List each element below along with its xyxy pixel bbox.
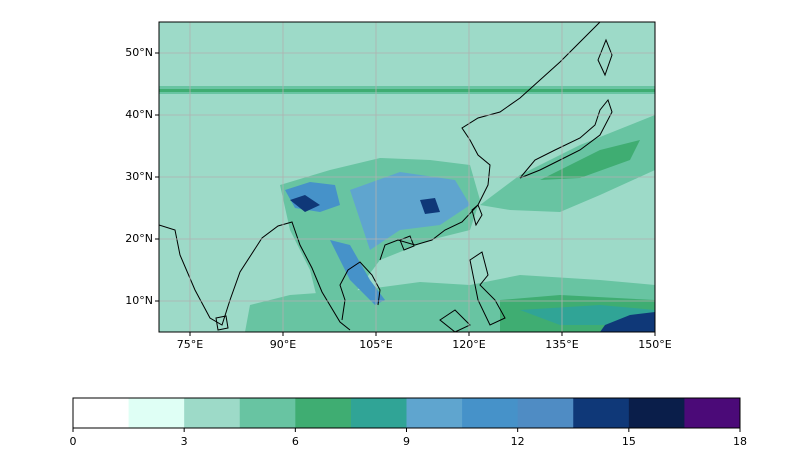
colorbar-swatch (462, 398, 519, 428)
colorbar-tick-label: 0 (70, 435, 77, 448)
colorbar-swatch (517, 398, 574, 428)
x-tick-label: 135°E (545, 338, 578, 351)
y-tick-label: 20°N (125, 232, 153, 245)
contour-region (290, 195, 320, 212)
grid (159, 22, 656, 332)
colorbar-tick-label: 15 (622, 435, 636, 448)
coastline (159, 22, 613, 332)
colorbar-tick-label: 12 (511, 435, 525, 448)
contour-band (159, 89, 655, 92)
colorbar-swatch (295, 398, 352, 428)
colorbar-swatch (239, 398, 296, 428)
contour-region (540, 140, 640, 180)
colorbar-tick-label: 3 (181, 435, 188, 448)
map (159, 22, 655, 332)
y-tick-label: 40°N (125, 108, 153, 121)
colorbar-tick-label: 6 (292, 435, 299, 448)
x-tick-label: 105°E (359, 338, 392, 351)
colorbar-tick-label: 18 (733, 435, 747, 448)
contour-region (480, 115, 655, 212)
contour-region (600, 312, 655, 332)
colorbar-tick-label: 9 (403, 435, 410, 448)
contour-region (420, 198, 440, 214)
y-tick-label: 30°N (125, 170, 153, 183)
colorbar-swatch (73, 398, 130, 428)
x-tick-label: 90°E (270, 338, 296, 351)
x-tick-label: 120°E (452, 338, 485, 351)
contour-region (330, 240, 385, 305)
colorbar-swatch (128, 398, 185, 428)
colorbar-swatch (573, 398, 630, 428)
colorbar-swatch (350, 398, 407, 428)
y-tick-label: 50°N (125, 46, 153, 59)
y-tick-label: 10°N (125, 294, 153, 307)
colorbar-swatch (684, 398, 741, 428)
colorbar-swatch (184, 398, 241, 428)
x-tick-label: 150°E (638, 338, 671, 351)
colorbar-swatch (628, 398, 685, 428)
colorbar-swatch (406, 398, 463, 428)
contour-region (350, 172, 470, 250)
x-tick-label: 75°E (177, 338, 203, 351)
